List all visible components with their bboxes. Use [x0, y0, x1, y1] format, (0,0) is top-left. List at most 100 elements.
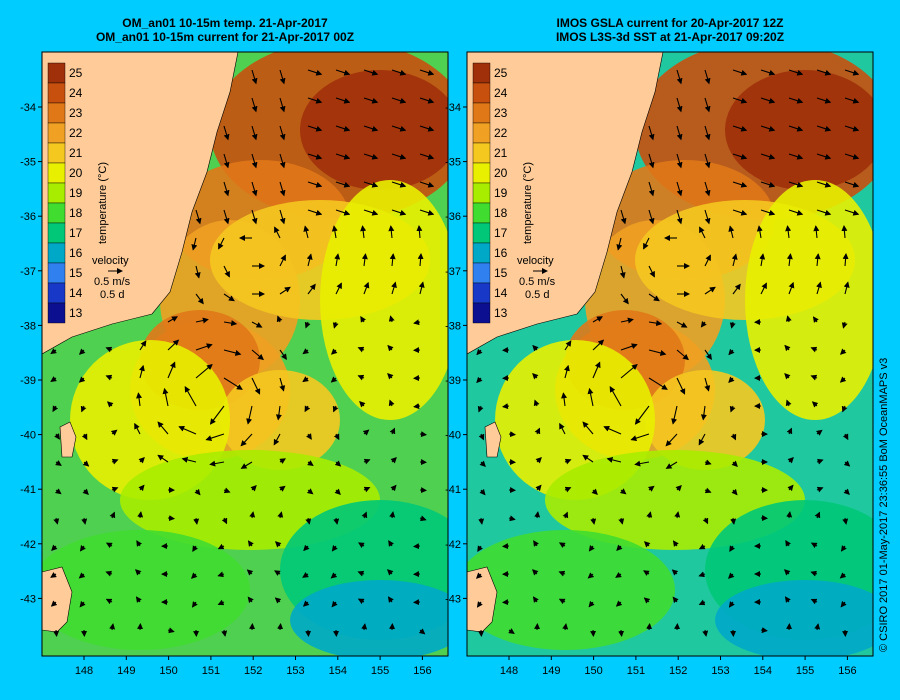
current-arrow — [704, 254, 711, 267]
current-arrow — [246, 405, 253, 425]
current-arrow — [816, 458, 824, 465]
lon-label: 154 — [329, 665, 347, 677]
current-arrow — [814, 511, 821, 519]
current-arrow — [477, 545, 483, 552]
colorbar-tick-label: 13 — [494, 306, 508, 320]
current-arrow — [223, 487, 231, 494]
current-arrow — [476, 601, 483, 608]
colorbar-tick-label: 20 — [69, 166, 83, 180]
current-arrow — [360, 316, 366, 323]
current-arrow — [698, 571, 706, 578]
current-arrow — [81, 433, 88, 441]
current-arrow — [479, 488, 486, 496]
current-arrow — [157, 421, 169, 435]
current-arrow — [191, 237, 198, 251]
current-arrow — [363, 69, 379, 76]
current-arrow — [307, 283, 316, 295]
current-arrow — [592, 361, 601, 379]
colorbar-tick-label: 16 — [494, 246, 508, 260]
current-arrow — [582, 421, 594, 435]
current-arrow — [331, 544, 338, 552]
lat-label: -43 — [20, 593, 36, 605]
current-arrow — [760, 125, 776, 132]
current-arrow — [729, 321, 736, 329]
colorbar-tick-label: 21 — [494, 146, 508, 160]
current-arrow — [416, 225, 423, 239]
current-arrow — [732, 153, 748, 160]
current-arrow — [419, 153, 435, 160]
temperature-region — [715, 580, 873, 656]
current-arrow — [704, 97, 711, 113]
colorbar-label: temperature (°C) — [97, 162, 109, 244]
current-arrow — [305, 629, 312, 637]
current-arrow — [732, 283, 741, 295]
current-arrow — [784, 344, 791, 352]
current-arrow — [167, 339, 180, 351]
current-arrow — [418, 281, 425, 295]
current-arrow — [587, 572, 595, 579]
current-arrow — [844, 125, 860, 132]
colorbar-tick-label: 24 — [494, 86, 508, 100]
current-arrow — [360, 225, 367, 239]
velocity-legend-speed: 0.5 m/s — [94, 276, 131, 288]
current-arrow — [788, 125, 804, 132]
colorbar-tick-label: 16 — [69, 246, 83, 260]
current-arrow — [279, 69, 286, 85]
current-arrow — [306, 253, 313, 267]
current-arrow — [816, 281, 822, 295]
current-arrow — [728, 376, 735, 384]
current-arrow — [564, 486, 572, 493]
current-arrow — [532, 344, 539, 352]
current-arrow — [306, 433, 312, 440]
current-arrow — [842, 253, 849, 267]
current-arrow — [391, 125, 407, 132]
current-arrow — [675, 484, 682, 492]
current-arrow — [307, 97, 323, 104]
current-arrow — [672, 596, 679, 604]
colorbar-swatch — [47, 282, 66, 304]
current-arrow — [109, 623, 116, 631]
current-arrow — [78, 376, 86, 383]
current-arrow — [843, 460, 851, 467]
lat-label: -34 — [445, 102, 461, 114]
current-arrow — [844, 69, 860, 76]
current-arrow — [111, 458, 119, 465]
current-arrow — [82, 460, 90, 467]
current-arrow — [812, 316, 819, 323]
current-arrow — [388, 540, 394, 547]
current-arrow — [279, 97, 286, 113]
current-arrow — [816, 69, 832, 76]
colorbar-swatch — [47, 242, 66, 264]
current-arrow — [788, 97, 804, 104]
lon-label: 156 — [413, 665, 431, 677]
current-arrow — [729, 545, 735, 552]
current-arrow — [52, 405, 59, 413]
current-arrow — [811, 401, 819, 408]
current-arrow — [334, 460, 342, 467]
current-arrow — [274, 226, 281, 239]
current-arrow — [704, 181, 711, 197]
current-arrow — [307, 209, 323, 216]
current-arrow — [105, 346, 113, 353]
current-arrows — [475, 69, 860, 637]
colorbar-tick-label: 18 — [69, 206, 83, 220]
current-arrow — [704, 209, 711, 225]
map-frame — [41, 51, 449, 657]
current-arrow — [676, 69, 683, 85]
lon-label: 148 — [500, 665, 518, 677]
current-arrow — [760, 97, 776, 104]
temperature-region — [290, 580, 448, 656]
current-arrow — [533, 540, 539, 547]
current-arrow — [275, 405, 282, 421]
current-arrow — [279, 209, 286, 225]
current-arrow — [606, 456, 622, 463]
current-arrow — [251, 321, 263, 328]
current-arrow — [387, 344, 394, 352]
colorbar-tick-label: 18 — [494, 206, 508, 220]
current-arrow — [588, 600, 595, 608]
current-arrow — [532, 596, 539, 603]
current-arrow — [274, 541, 282, 548]
current-arrow — [391, 97, 407, 104]
current-arrow — [784, 596, 791, 603]
